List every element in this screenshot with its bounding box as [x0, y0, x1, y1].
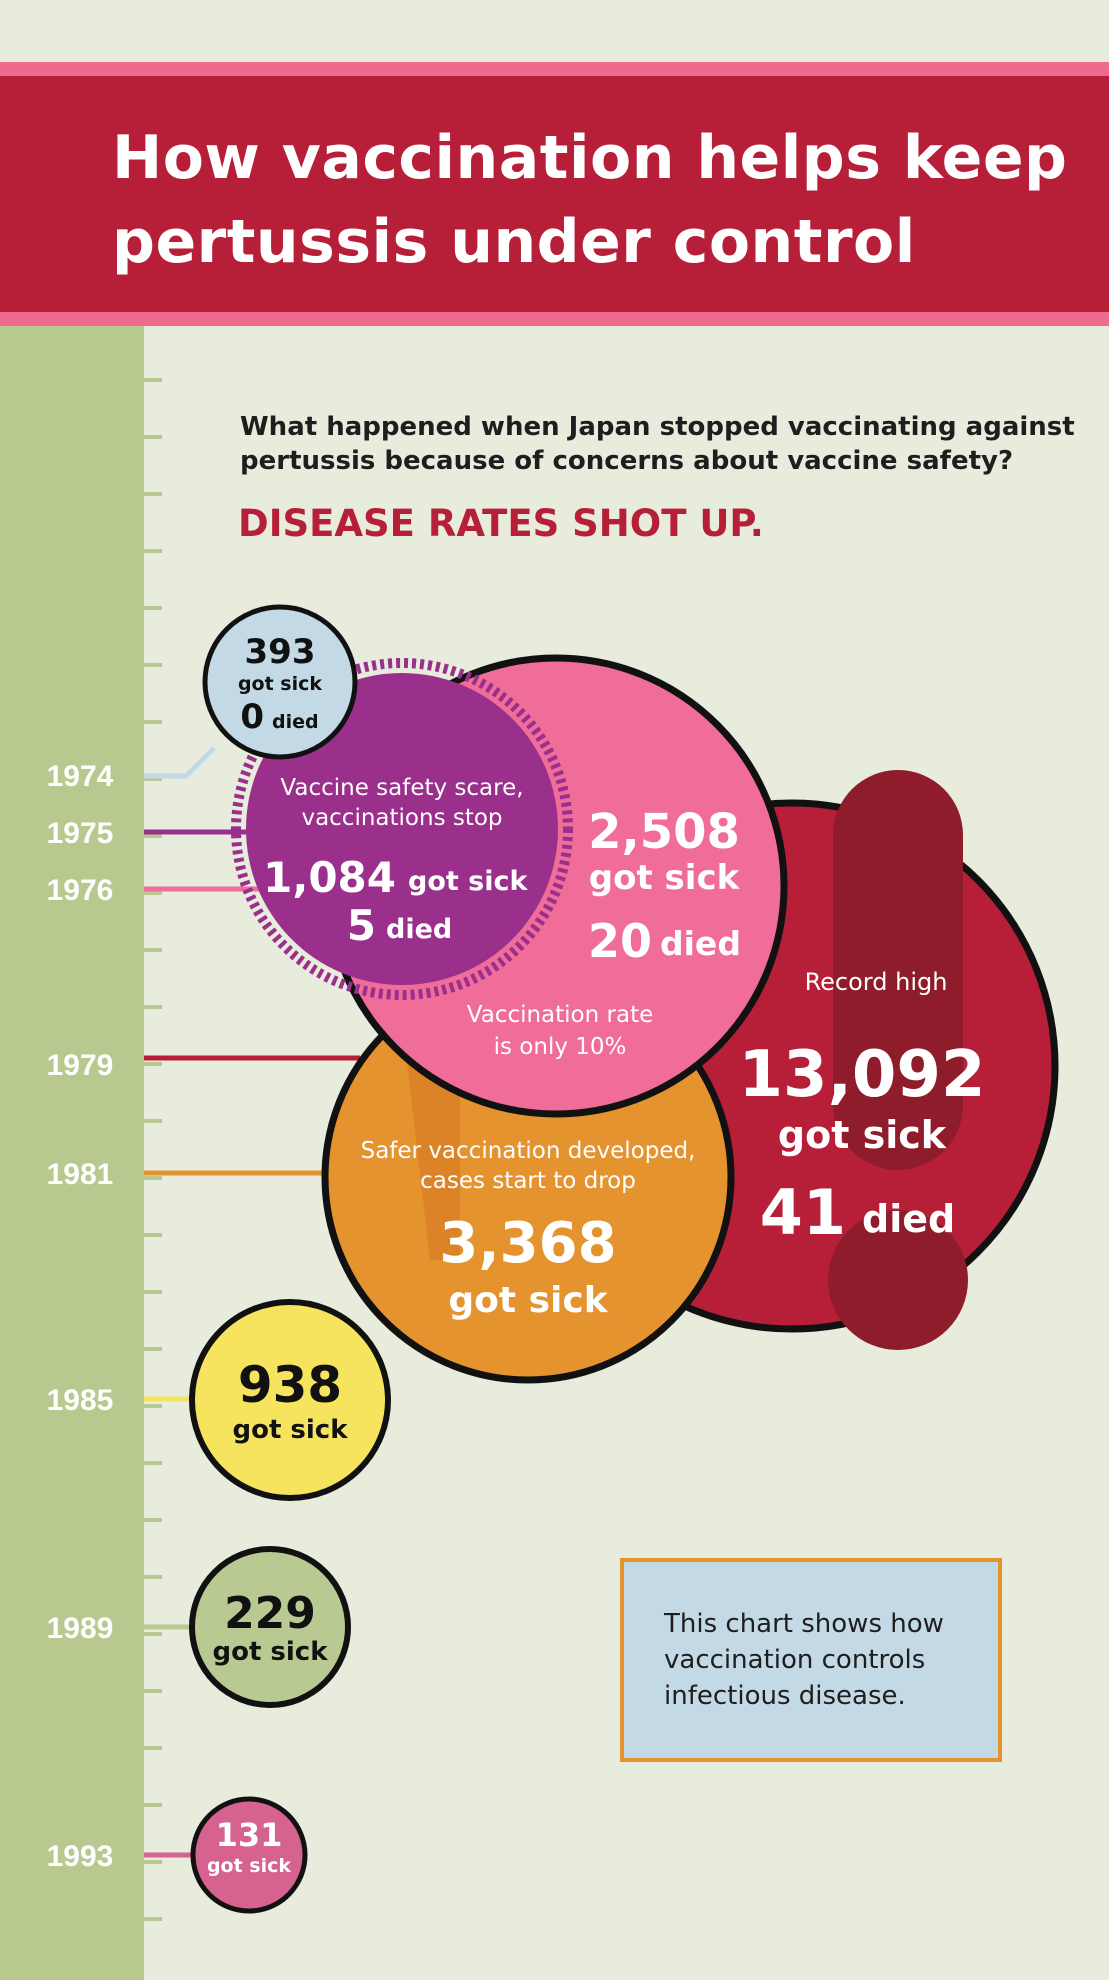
- bubble-1985: [189, 1299, 391, 1501]
- event-1976-line1: Vaccination rate: [467, 1002, 653, 1028]
- year-label-1979: 1979: [47, 1049, 114, 1082]
- value-1989: 229: [224, 1588, 316, 1639]
- connector-1974: [144, 746, 216, 779]
- value-1985: 938: [238, 1356, 342, 1414]
- died-label-1974: died: [272, 711, 319, 733]
- died-value-1975: 5: [347, 901, 376, 950]
- year-label-1976: 1976: [47, 874, 114, 907]
- died-label-1979: died: [862, 1197, 955, 1241]
- sick-label-1974: got sick: [238, 673, 322, 695]
- bubble-1975-rays: [231, 658, 573, 1000]
- event-1976-line2: is only 10%: [494, 1034, 627, 1060]
- title-banner: How vaccination helps keep pertussis und…: [0, 62, 1109, 326]
- headline: DISEASE RATES SHOT UP.: [238, 502, 764, 545]
- sick-label-1976: got sick: [589, 858, 741, 898]
- bubble-1981-arrow-shade: [405, 1045, 460, 1260]
- event-1981-line1: Safer vaccination developed,: [361, 1138, 696, 1164]
- event-1979: Record high: [805, 968, 948, 996]
- year-label-1993: 1993: [47, 1840, 114, 1873]
- died-value-1979: 41: [760, 1176, 846, 1249]
- year-label-1989: 1989: [47, 1612, 114, 1645]
- timeline-bar: [0, 326, 144, 1980]
- bubble-1975: [246, 673, 558, 985]
- value-1975: 1,084: [263, 853, 396, 902]
- died-value-1974: 0: [240, 697, 264, 737]
- sick-label-1985: got sick: [232, 1415, 348, 1445]
- sick-label-1975: got sick: [408, 866, 529, 897]
- bubble-1979-arrow-shade: [833, 770, 963, 1170]
- sick-label-1979: got sick: [778, 1113, 947, 1157]
- intro-question: What happened when Japan stopped vaccina…: [240, 412, 1075, 476]
- year-label-1985: 1985: [47, 1384, 114, 1417]
- note-box: This chart shows how vaccination control…: [620, 1558, 1002, 1762]
- value-1981: 3,368: [439, 1211, 616, 1276]
- year-label-1975: 1975: [47, 817, 114, 850]
- bubble-1989: [189, 1546, 351, 1708]
- page-title: How vaccination helps keep pertussis und…: [112, 123, 1068, 277]
- bubble-1979-arrow-head: [828, 1210, 968, 1350]
- timeline-ticks: [144, 378, 162, 1921]
- year-label-1974: 1974: [47, 760, 114, 793]
- sick-label-1989: got sick: [212, 1637, 328, 1667]
- sick-label-1993: got sick: [207, 1855, 291, 1877]
- event-1975-line2: vaccinations stop: [301, 805, 502, 831]
- bubble-1974: [202, 604, 358, 760]
- value-1974: 393: [245, 632, 316, 672]
- year-label-1981: 1981: [47, 1158, 114, 1191]
- value-1976: 2,508: [588, 804, 740, 860]
- value-1979: 13,092: [739, 1038, 986, 1112]
- died-label-1975: died: [386, 914, 452, 945]
- bubble-1993: [190, 1796, 308, 1914]
- value-1993: 131: [216, 1816, 283, 1854]
- event-1975-line1: Vaccine safety scare,: [280, 775, 523, 801]
- died-label-1976: died: [660, 924, 741, 963]
- died-value-1976: 20: [588, 914, 652, 968]
- sick-label-1981: got sick: [448, 1280, 608, 1321]
- event-1981-line2: cases start to drop: [420, 1168, 636, 1194]
